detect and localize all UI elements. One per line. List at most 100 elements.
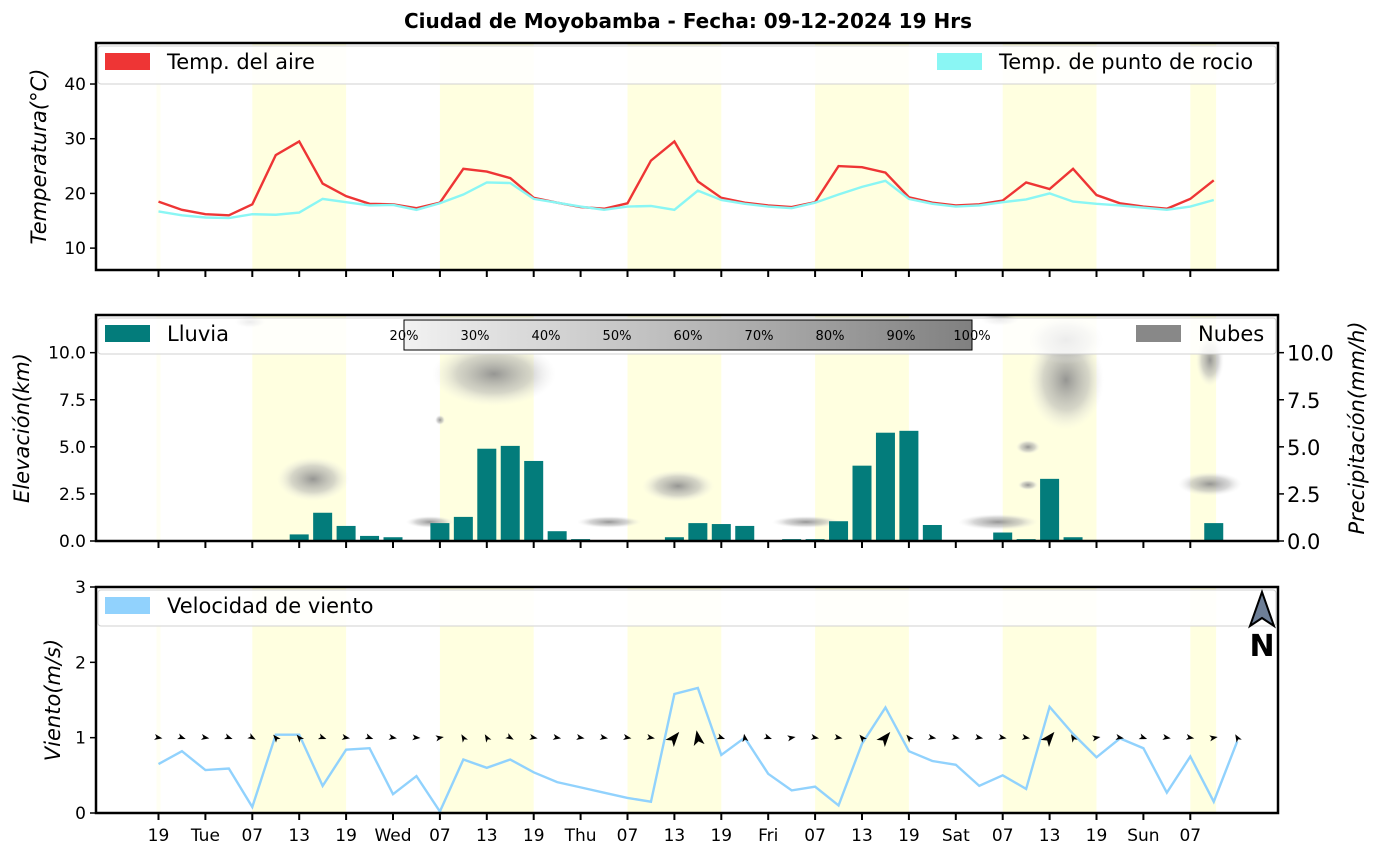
air-temp-line [158, 139, 1215, 217]
wind-direction-arrow [435, 735, 444, 742]
x-tick-label: 13 [1039, 826, 1061, 846]
wind-direction-arrow [1071, 734, 1078, 743]
x-tick-label: 19 [148, 826, 170, 846]
wind-direction-arrow [665, 731, 680, 747]
wind-direction-arrow [552, 734, 562, 740]
colorbar-label: 20% [390, 329, 419, 344]
wind-direction-arrow [742, 733, 749, 743]
y-tick-label: 30 [64, 130, 86, 150]
rain-bar [735, 525, 755, 541]
x-tick-label: 07 [617, 826, 639, 846]
x-tick-label: 19 [1086, 826, 1108, 846]
rain-bar [852, 465, 872, 541]
cloud-cover-blob [432, 342, 556, 406]
x-tick-label: 13 [288, 826, 310, 846]
wind-direction-arrow [529, 734, 538, 740]
rain-bar [1040, 478, 1060, 541]
wind-direction-arrow [341, 734, 351, 740]
panel-1: 10 20 30 40 Temperatura(°C) Temp. del aire Tem… [27, 41, 1280, 277]
wind-direction-arrow [998, 734, 1007, 740]
legend-label-clouds: Nubes [1198, 322, 1264, 346]
wind-direction-arrow [876, 731, 891, 747]
daylight-edge [156, 315, 161, 541]
axes-frame [94, 313, 1280, 543]
wind-direction-arrow [716, 733, 726, 740]
rain-bar [524, 460, 544, 541]
wind-direction-arrow [763, 733, 772, 740]
colorbar-label: 80% [816, 329, 845, 344]
wind-direction-arrow [364, 733, 374, 740]
legend-swatch-rain [105, 325, 150, 342]
cloud-cover-blob [577, 516, 641, 528]
rain-bar [1063, 537, 1083, 541]
chart-title: Ciudad de Moyobamba - Fecha: 09-12-2024 … [404, 9, 972, 33]
wind-direction-arrow [388, 734, 397, 740]
wind-direction-arrow [296, 734, 305, 743]
x-tick-label: 19 [898, 826, 920, 846]
x-tick-label: 13 [851, 826, 873, 846]
wind-direction-arrow [1209, 735, 1218, 742]
x-tick-label: 07 [429, 826, 451, 846]
x-tick-label: 19 [335, 826, 357, 846]
cloud-cover-blob [642, 470, 714, 502]
rain-bar [360, 535, 380, 541]
wind-direction-arrow [646, 734, 655, 740]
wind-direction-arrow [1092, 735, 1101, 742]
wind-direction-arrow [576, 734, 585, 740]
y2-tick-label: 2.5 [1287, 483, 1320, 507]
cloud-cover-blob [435, 415, 445, 425]
wind-direction-arrow [951, 734, 960, 740]
y2-axis-label: Precipitación(mm/h) [1345, 321, 1369, 534]
legend-swatch-air [105, 53, 150, 70]
wind-direction-arrow [599, 734, 608, 740]
panel-2: 0.0 2.5 5.0 7.5 10.0 0.0 2.5 5.0 7.5 10.0 Elevació… [10, 313, 1369, 554]
legend-label-wind: Velocidad de viento [167, 594, 373, 618]
legend-label-dew: Temp. de punto de rocio [998, 50, 1253, 74]
legend-label-air: Temp. del aire [166, 50, 315, 74]
wind-direction-arrow [273, 734, 281, 743]
y-tick-label: 10 [64, 239, 86, 259]
daylight-edge [156, 43, 161, 270]
y-tick-label: 5.0 [59, 438, 86, 458]
y-tick-label: 1 [75, 729, 86, 749]
legend-swatch-clouds [1136, 325, 1181, 342]
wind-direction-arrow [177, 733, 186, 740]
x-tick-label: 19 [710, 826, 732, 846]
axes-frame [94, 41, 1280, 272]
wind-direction-arrow [927, 734, 937, 740]
wind-direction-arrow [224, 733, 233, 740]
colorbar-label: 100% [953, 329, 990, 344]
rain-bar [664, 537, 684, 541]
x-tick-label: Wed [374, 826, 411, 846]
daylight-edge [156, 587, 161, 813]
rain-bar [711, 524, 731, 541]
wind-direction-arrow [810, 734, 820, 740]
wind-direction-arrow [484, 734, 492, 743]
wind-direction-arrow [1115, 734, 1124, 740]
wind-direction-arrow [200, 734, 210, 740]
rain-bar [993, 532, 1013, 541]
x-tick-label: 07 [804, 826, 826, 846]
wind-direction-arrow [1040, 731, 1055, 747]
wind-direction-arrow [461, 734, 468, 743]
legend-label-rain: Lluvia [167, 322, 229, 346]
colorbar-label: 70% [745, 329, 774, 344]
rain-bar [336, 525, 356, 541]
wind-direction-arrow [693, 730, 705, 747]
y2-tick-label: 7.5 [1287, 389, 1320, 413]
rain-bar [313, 512, 333, 541]
wind-direction-arrow [1185, 734, 1195, 740]
y-axis-label: Temperatura(°C) [27, 69, 51, 245]
legend-box [97, 589, 1277, 627]
cloud-colorbar [403, 319, 973, 351]
y-tick-label: 20 [64, 184, 86, 204]
north-arrow-head [1248, 588, 1276, 629]
y2-tick-label: 10.0 [1287, 342, 1334, 366]
y-tick-label: 10.0 [48, 344, 86, 364]
rain-bar [899, 430, 919, 541]
wind-direction-arrow [247, 733, 256, 740]
x-tick-label: Sat [942, 826, 970, 846]
rain-bar [547, 531, 567, 541]
rain-bar [500, 445, 520, 541]
